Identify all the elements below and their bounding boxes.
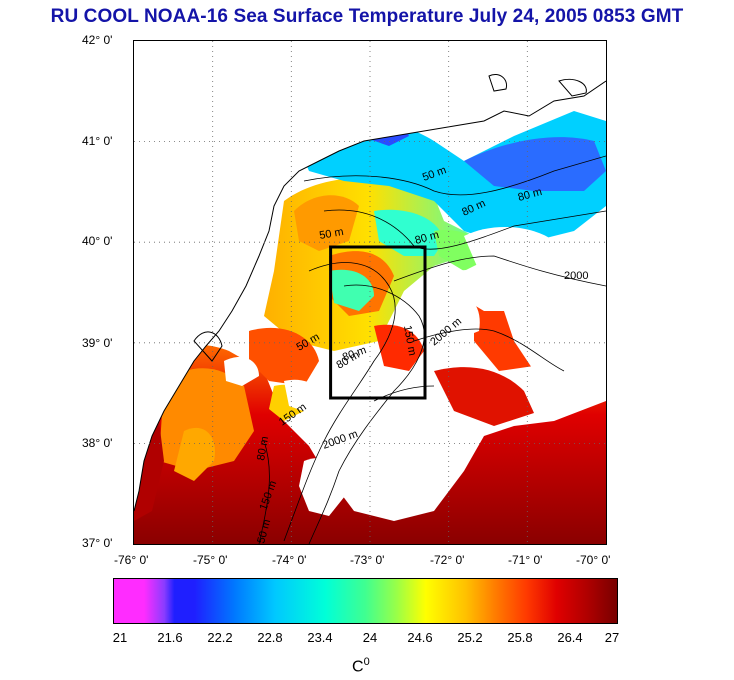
colorbar-tick: 25.8 [507,630,533,645]
lat-label: 39° 0' [82,336,113,350]
colorbar-tick: 24.6 [407,630,433,645]
map-title: RU COOL NOAA-16 Sea Surface Temperature … [50,6,684,27]
unit-base: C [352,658,364,676]
study-area-box [329,245,427,400]
lon-label: -76° 0' [114,553,149,567]
sst-warm-water-south [134,290,606,544]
contour-label: 50 m [255,518,273,544]
lat-label: 40° 0' [82,234,113,248]
colorbar-tick: 24 [362,630,378,645]
contour-label: 80 m [255,435,271,461]
lat-label: 42° 0' [82,33,113,47]
lon-label: -73° 0' [350,553,385,567]
contour-label: 150 m [401,324,418,356]
colorbar-tick: 21 [112,630,128,645]
colorbar-tick: 21.6 [157,630,183,645]
sst-map-canvas: 50 m 50 m 80 m 80 m 50 m 80 m 150 m 150 … [134,41,606,544]
lon-label: -70° 0' [576,553,611,567]
lat-label: 41° 0' [82,134,113,148]
colorbar-tick: 27 [604,630,620,645]
graticule [134,41,606,544]
lat-label: 38° 0' [82,436,113,450]
sst-map: 50 m 50 m 80 m 80 m 50 m 80 m 150 m 150 … [133,40,607,545]
temperature-colorbar [113,578,618,624]
colorbar-tick: 25.2 [457,630,483,645]
colorbar-tick: 22.2 [207,630,233,645]
lon-label: -74° 0' [272,553,307,567]
land-mass [134,41,606,512]
contour-label: 50 m [318,226,344,242]
colorbar-tick: 23.4 [307,630,333,645]
cloud-mask [224,226,606,516]
lon-label: -72° 0' [430,553,465,567]
colorbar-unit: C0 [352,656,370,676]
colorbar-tick: 26.4 [557,630,583,645]
lon-label: -75° 0' [193,553,228,567]
colorbar-tick: 22.8 [257,630,283,645]
lat-label: 37° 0' [82,536,113,550]
contour-label: 2000 [564,270,588,282]
contour-labels: 50 m 50 m 80 m 80 m 50 m 80 m 150 m 150 … [255,164,588,544]
lon-label: -71° 0' [508,553,543,567]
unit-superscript: 0 [363,656,370,668]
